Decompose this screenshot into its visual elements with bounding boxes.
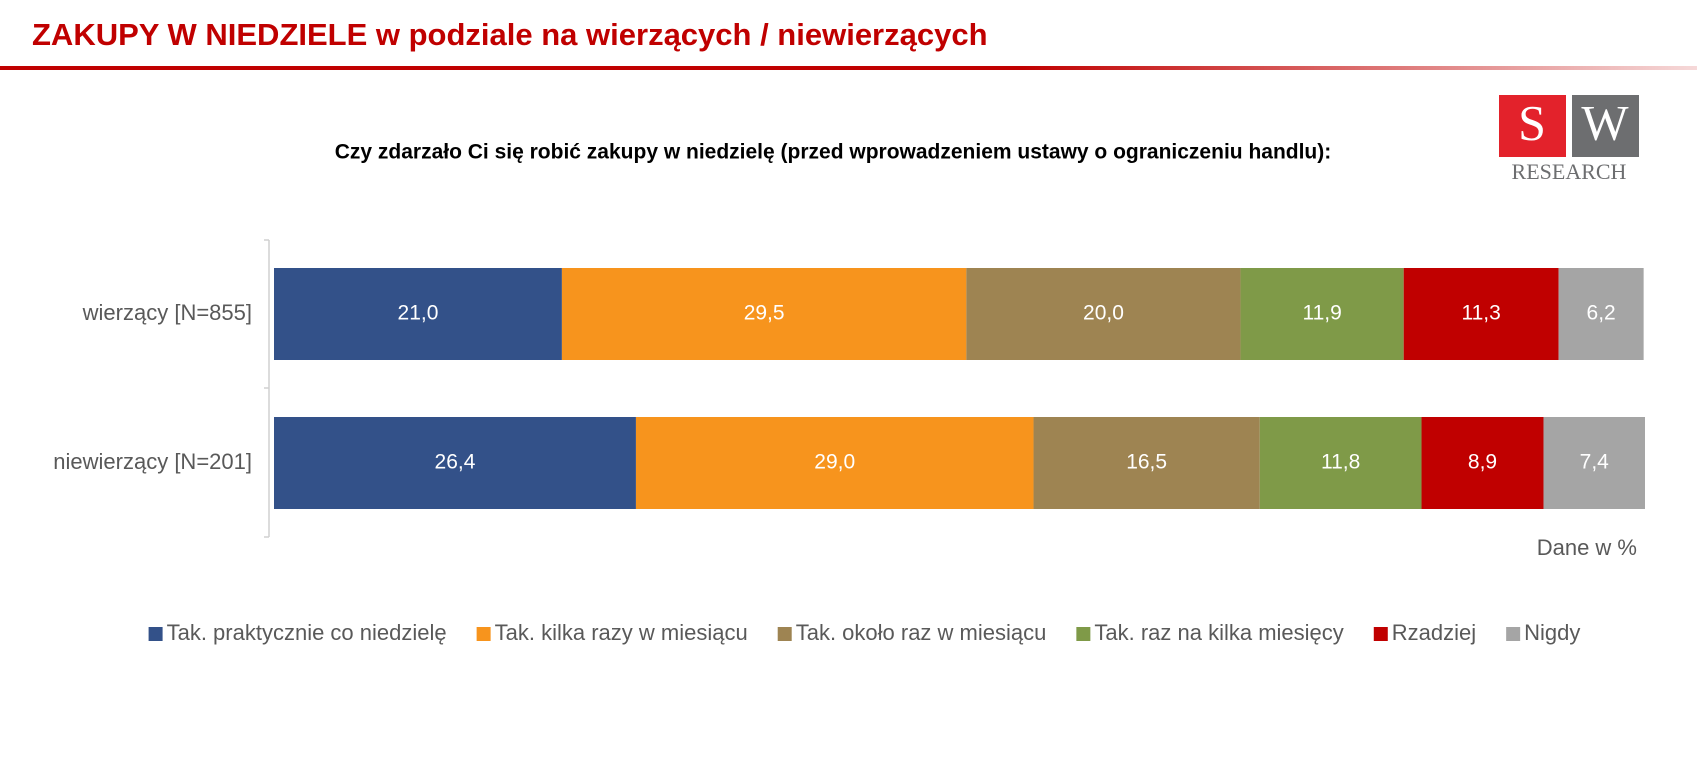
logo-letter: W xyxy=(1581,94,1629,150)
legend-label: Rzadziej xyxy=(1392,620,1476,645)
bar-segment xyxy=(1421,417,1544,509)
legend-label: Tak. praktycznie co niedzielę xyxy=(167,620,447,645)
logo-box-right xyxy=(1572,95,1639,157)
bar-segment xyxy=(274,268,562,360)
bar-segment xyxy=(561,268,967,360)
data-label: 11,3 xyxy=(1462,302,1501,325)
bar-segment xyxy=(1259,417,1422,509)
category-label: wierzący [N=855] xyxy=(82,300,252,325)
legend-label: Tak. około raz w miesiącu xyxy=(796,620,1047,645)
unit-note: Dane w % xyxy=(1537,535,1637,560)
bar-segment xyxy=(1558,268,1644,360)
chart-subtitle: Czy zdarzało Ci się robić zakupy w niedz… xyxy=(335,141,1332,164)
legend-label: Tak. kilka razy w miesiącu xyxy=(495,620,748,645)
bar-segment xyxy=(635,417,1034,509)
title-rule xyxy=(0,66,1697,70)
data-label: 20,0 xyxy=(1083,302,1124,325)
bar-segment xyxy=(1543,417,1645,509)
bar-segment xyxy=(1240,268,1404,360)
bar-segment xyxy=(1033,417,1260,509)
legend-swatch xyxy=(777,627,792,641)
legend-label: Tak. raz na kilka miesięcy xyxy=(1094,620,1343,645)
legend-swatch xyxy=(1076,627,1091,641)
data-label: 29,0 xyxy=(814,451,855,474)
bar-segment xyxy=(966,268,1241,360)
legend-label: Nigdy xyxy=(1524,620,1580,645)
logo-text: RESEARCH xyxy=(1512,159,1627,184)
data-label: 11,9 xyxy=(1302,302,1341,325)
data-label: 8,9 xyxy=(1468,451,1497,474)
bar-segment xyxy=(1403,268,1559,360)
data-label: 7,4 xyxy=(1580,451,1610,474)
data-label: 6,2 xyxy=(1587,302,1616,325)
legend-swatch xyxy=(148,627,163,641)
data-label: 21,0 xyxy=(398,302,439,325)
data-label: 16,5 xyxy=(1126,451,1167,474)
logo-letter: S xyxy=(1518,94,1546,150)
data-label: 29,5 xyxy=(744,302,785,325)
category-label: niewierzący [N=201] xyxy=(53,449,252,474)
legend-swatch xyxy=(476,627,491,641)
data-label: 11,8 xyxy=(1321,451,1360,474)
legend-swatch xyxy=(1506,627,1521,641)
chart-title: ZAKUPY W NIEDZIELE w podziale na wierząc… xyxy=(32,17,988,52)
logo-box-left xyxy=(1499,95,1566,157)
bar-segment xyxy=(274,417,636,509)
legend-swatch xyxy=(1373,627,1388,641)
logo: S W RESEARCH xyxy=(1499,94,1639,184)
data-label: 26,4 xyxy=(435,451,476,474)
